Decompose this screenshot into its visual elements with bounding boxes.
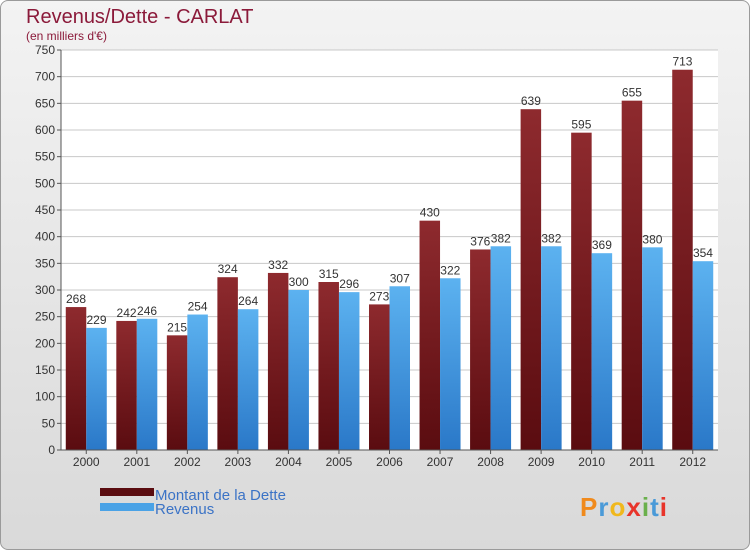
data-label-revenus: 229 <box>87 313 107 327</box>
y-tick-label: 350 <box>35 256 55 270</box>
legend-swatch-debt <box>100 488 154 496</box>
bar-revenus <box>136 318 158 450</box>
bar-revenus <box>642 247 663 450</box>
x-tick-label: 2010 <box>578 455 605 469</box>
x-tick-label: 2001 <box>123 455 150 469</box>
proxiti-logo: Proxiti <box>580 492 668 522</box>
data-label-revenus: 380 <box>642 232 662 246</box>
x-axis: 2000 2001 2002 2003 2004 2005 2006 2007 2008 2009… <box>73 450 706 469</box>
data-label-dette: 332 <box>268 258 288 272</box>
data-label-dette: 655 <box>622 86 642 100</box>
bar-revenus <box>187 314 208 450</box>
y-tick-label: 600 <box>35 123 55 137</box>
data-label-revenus: 246 <box>137 304 157 318</box>
y-tick-label: 400 <box>35 230 55 244</box>
data-label-revenus: 322 <box>440 263 460 277</box>
data-label-revenus: 307 <box>390 271 410 285</box>
svg-text:Proxiti: Proxiti <box>580 492 668 522</box>
y-tick-label: 550 <box>35 150 55 164</box>
y-tick-label: 450 <box>35 203 55 217</box>
data-label-revenus: 354 <box>693 246 713 260</box>
y-tick-label: 0 <box>48 443 55 457</box>
bar-dette <box>116 320 137 450</box>
bar-revenus <box>389 286 410 450</box>
x-tick-label: 2004 <box>275 455 302 469</box>
bar-dette <box>369 304 390 450</box>
bar-revenus <box>440 278 461 450</box>
bar-dette <box>520 109 542 450</box>
y-tick-label: 650 <box>35 96 55 110</box>
legend-swatch-revenus <box>100 503 154 511</box>
legend-label-revenus: Revenus <box>155 501 214 518</box>
data-label-revenus: 296 <box>339 277 359 291</box>
x-tick-label: 2007 <box>427 455 454 469</box>
data-label-revenus: 382 <box>541 231 561 245</box>
bar-dette <box>621 100 643 451</box>
y-tick-label: 750 <box>35 43 55 57</box>
bar-revenus <box>86 327 107 450</box>
data-label-revenus: 382 <box>491 231 511 245</box>
chart-title: Revenus/Dette - CARLAT <box>26 6 254 28</box>
bar-revenus <box>692 261 714 450</box>
bar-dette <box>470 249 491 450</box>
data-label-dette: 242 <box>117 306 137 320</box>
y-tick-label: 150 <box>35 363 55 377</box>
bar-dette <box>571 132 592 450</box>
y-tick-label: 700 <box>35 70 55 84</box>
bar-dette <box>217 277 238 450</box>
chart-subtitle: (en milliers d'€) <box>26 29 107 43</box>
bar-revenus <box>288 290 309 450</box>
legend-label-debt: Montant de la Dette <box>155 487 286 504</box>
bar-dette <box>672 69 693 450</box>
bar-revenus <box>237 309 259 450</box>
x-tick-label: 2009 <box>528 455 555 469</box>
y-tick-label: 200 <box>35 336 55 350</box>
data-label-dette: 324 <box>218 262 238 276</box>
x-tick-label: 2005 <box>326 455 353 469</box>
data-label-dette: 273 <box>369 289 389 303</box>
data-label-dette: 315 <box>319 267 339 281</box>
bar-revenus <box>591 253 613 450</box>
data-label-revenus: 254 <box>188 300 208 314</box>
x-tick-label: 2003 <box>225 455 252 469</box>
bar-dette <box>166 335 188 450</box>
bar-revenus <box>490 246 512 450</box>
data-label-dette: 215 <box>167 320 187 334</box>
data-label-dette: 639 <box>521 94 541 108</box>
y-tick-label: 50 <box>42 416 56 430</box>
x-tick-label: 2012 <box>679 455 706 469</box>
data-label-revenus: 300 <box>289 275 309 289</box>
x-tick-label: 2011 <box>629 455 655 469</box>
y-tick-label: 250 <box>35 310 55 324</box>
legend: Montant de la Dette Revenus <box>100 487 286 518</box>
bar-revenus <box>541 246 562 450</box>
data-label-dette: 430 <box>420 206 440 220</box>
data-label-dette: 376 <box>470 234 490 248</box>
x-tick-label: 2006 <box>376 455 403 469</box>
y-tick-label: 300 <box>35 283 55 297</box>
data-label-revenus: 264 <box>238 294 258 308</box>
data-label-revenus: 369 <box>592 238 612 252</box>
x-tick-label: 2008 <box>477 455 504 469</box>
x-tick-label: 2000 <box>73 455 100 469</box>
y-tick-label: 500 <box>35 176 55 190</box>
bar-dette <box>65 307 87 450</box>
bar-dette <box>318 282 339 450</box>
data-label-dette: 595 <box>571 118 591 132</box>
data-label-dette: 713 <box>672 55 692 69</box>
bar-dette <box>267 272 289 450</box>
x-tick-label: 2002 <box>174 455 201 469</box>
bars <box>65 69 714 451</box>
bar-revenus <box>338 292 360 450</box>
data-label-dette: 268 <box>66 292 86 306</box>
bar-dette <box>419 220 441 450</box>
y-tick-label: 100 <box>35 390 55 404</box>
y-axis: 0 50 100 150 200 250 300 350 400 450 500 550 600 650 7… <box>35 43 61 457</box>
